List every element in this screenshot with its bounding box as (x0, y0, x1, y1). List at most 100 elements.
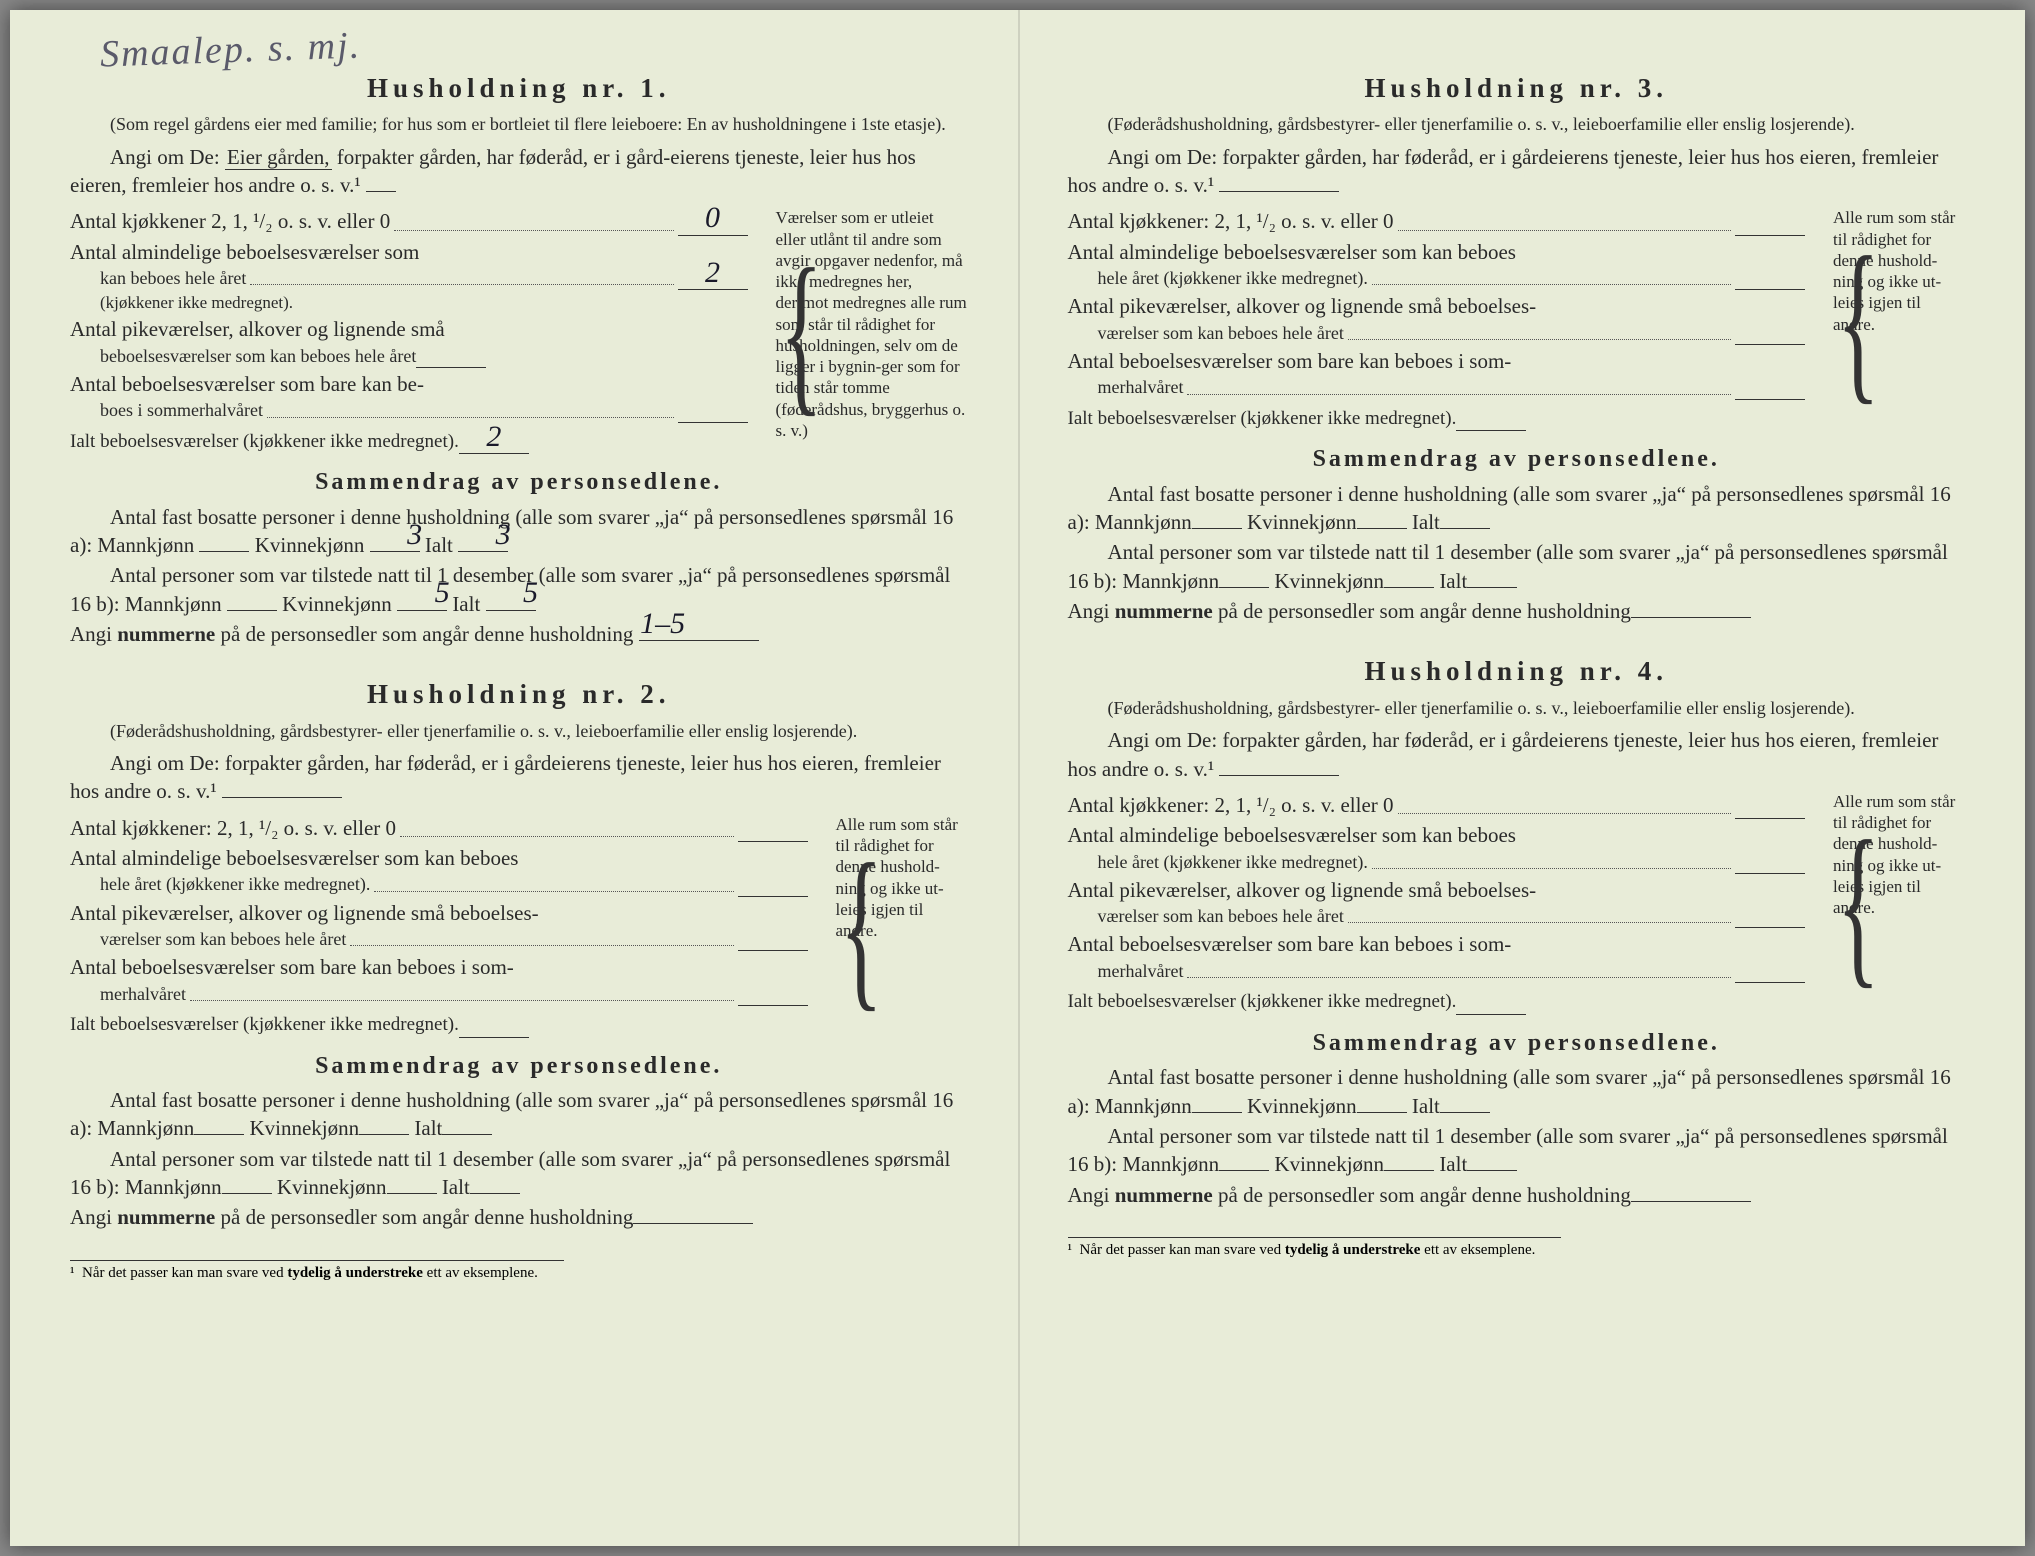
summary-4-line3: Angi nummerne på de personsedler som ang… (1068, 1181, 1966, 1209)
s2-kv: Kvinnekjønn (1274, 1152, 1384, 1176)
r3a: Antal beboelsesværelser som bare kan be- (70, 370, 748, 398)
kitchens-row: Antal kjøkkener: 2, 1, ¹/₂ o. s. v. elle… (1068, 207, 1806, 235)
r1-row: hele året (kjøkkener ikke medregnet). (70, 872, 808, 896)
s1-kv: Kvinnekjønn (1247, 510, 1357, 534)
r2-row: beboelsesværelser som kan beboes hele år… (70, 344, 748, 368)
household-4-rooms: Antal kjøkkener: 2, 1, ¹/₂ o. s. v. elle… (1068, 791, 1966, 1017)
r1a: Antal almindelige beboelsesværelser som (70, 238, 748, 266)
brace-icon (1815, 207, 1829, 433)
summary-2-line3: Angi nummerne på de personsedler som ang… (70, 1203, 968, 1231)
fill (633, 1203, 753, 1224)
hw-s1kv: 3 (367, 515, 422, 556)
r2b: værelser som kan beboes hele året (70, 927, 346, 951)
total-label: Ialt beboelsesværelser (kjøkkener ikke m… (1068, 406, 1457, 432)
kitchens-label: Antal kjøkkener 2, 1, ¹/₂ o. s. v. eller… (70, 207, 390, 235)
footnote-text: ¹ Når det passer kan man svare ved tydel… (1068, 1242, 1536, 1258)
side-note-4: Alle rum som står til rådighet for denne… (1815, 791, 1965, 1017)
summary-title-3: Sammendrag av personsedlene. (1068, 443, 1966, 475)
s1-ialt: Ialt (1412, 1094, 1440, 1118)
fill (1357, 1092, 1407, 1113)
r1b: hele året (kjøkkener ikke medregnet). (1068, 850, 1368, 874)
fill (1735, 268, 1805, 290)
fill (1384, 567, 1434, 588)
s1-kv: Kvinnekjønn (255, 533, 365, 557)
dots (1187, 394, 1731, 395)
s3-fill: 1–5 (639, 620, 759, 641)
s3-text: Angi nummerne på de personsedler som ang… (1068, 1183, 1631, 1207)
rooms-left: Antal kjøkkener: 2, 1, ¹/₂ o. s. v. elle… (70, 814, 808, 1040)
summary-2-line1: Antal fast bosatte personer i denne hush… (70, 1086, 968, 1143)
r1a: Antal almindelige beboelsesværelser som … (1068, 821, 1806, 849)
fill (1735, 852, 1805, 874)
household-2-subtitle: (Føderådshusholdning, gårdsbestyrer- ell… (70, 719, 968, 743)
dots (400, 836, 733, 837)
brace-icon (1815, 791, 1829, 1017)
r1a: Antal almindelige beboelsesværelser som … (70, 844, 808, 872)
household-1-title: Husholdning nr. 1. (70, 70, 968, 106)
r1-row: hele året (kjøkkener ikke medregnet). (1068, 850, 1806, 874)
fill (442, 1114, 492, 1135)
fill (1219, 1150, 1269, 1171)
hw-s2ialt: 5 (483, 573, 538, 614)
fill (1456, 993, 1526, 1015)
fill (1384, 1150, 1434, 1171)
r3-row: merhalvåret (1068, 375, 1806, 399)
footnote-text: ¹ Når det passer kan man svare ved tydel… (70, 1265, 538, 1281)
s1-ialt: Ialt (425, 533, 453, 557)
r1a: Antal almindelige beboelsesværelser som … (1068, 238, 1806, 266)
fill (738, 929, 808, 951)
kitchens-row: Antal kjøkkener: 2, 1, ¹/₂ o. s. v. elle… (70, 814, 808, 842)
kitchens-row: Antal kjøkkener: 2, 1, ¹/₂ o. s. v. elle… (1068, 791, 1806, 819)
side-note-1: Værelser som er utleiet eller utlånt til… (758, 207, 968, 456)
angi-fill (366, 171, 396, 192)
hw-r1: 2 (705, 253, 720, 294)
fill (1440, 508, 1490, 529)
total-row: Ialt beboelsesværelser (kjøkkener ikke m… (70, 1012, 808, 1038)
r1b: hele året (kjøkkener ikke medregnet). (1068, 266, 1368, 290)
left-page: Smaalep. s. mj. Husholdning nr. 1. (Som … (10, 10, 1018, 1546)
angi-prefix: Angi om De: (110, 145, 220, 169)
s2-mk-fill (227, 590, 277, 611)
hw-s3: 1–5 (640, 604, 685, 645)
fill (1219, 567, 1269, 588)
r2a: Antal pikeværelser, alkover og lignende … (70, 315, 748, 343)
r3a: Antal beboelsesværelser som bare kan beb… (70, 953, 808, 981)
summary-3-line2: Antal personer som var tilstede natt til… (1068, 538, 1966, 595)
household-4-angi: Angi om De: forpakter gården, har føderå… (1068, 726, 1966, 783)
r3-row: merhalvåret (1068, 959, 1806, 983)
fill (1735, 323, 1805, 345)
rooms-left: Antal kjøkkener 2, 1, ¹/₂ o. s. v. eller… (70, 207, 748, 456)
s2-ialt: Ialt (452, 592, 480, 616)
dots (1187, 977, 1731, 978)
fill (1631, 597, 1751, 618)
footnote-left: ¹ Når det passer kan man svare ved tydel… (70, 1260, 564, 1282)
kitchens-value: 0 (678, 214, 748, 236)
dots (1372, 868, 1731, 869)
total-row: Ialt beboelsesværelser (kjøkkener ikke m… (1068, 406, 1806, 432)
household-1: Husholdning nr. 1. (Som regel gårdens ei… (70, 70, 968, 648)
fill (738, 820, 808, 842)
household-4-title: Husholdning nr. 4. (1068, 653, 1966, 689)
angi-fill (222, 777, 342, 798)
dots (1348, 339, 1731, 340)
dots (1348, 922, 1731, 923)
fill (1735, 797, 1805, 819)
fill (738, 984, 808, 1006)
fill (470, 1173, 520, 1194)
household-2: Husholdning nr. 2. (Føderådshusholdning,… (70, 676, 968, 1231)
household-1-subtitle: (Som regel gårdens eier med familie; for… (70, 112, 968, 136)
angi-prefix: Angi om De: (110, 751, 220, 775)
s2-ialt-fill: 5 (486, 590, 536, 611)
fill (387, 1173, 437, 1194)
footnote-right: ¹ Når det passer kan man svare ved tydel… (1068, 1237, 1562, 1259)
s2-ialt: Ialt (442, 1175, 470, 1199)
total-value: 2 (459, 432, 529, 454)
summary-1-line2: Antal personer som var tilstede natt til… (70, 561, 968, 618)
s3-text: Angi nummerne på de personsedler som ang… (70, 622, 633, 646)
summary-3-line3: Angi nummerne på de personsedler som ang… (1068, 597, 1966, 625)
household-1-angi: Angi om De: Eier gården, forpakter gårde… (70, 143, 968, 200)
s1-mk-fill (199, 531, 249, 552)
fill (1357, 508, 1407, 529)
angi-prefix: Angi om De: (1108, 145, 1218, 169)
household-3-subtitle: (Føderådshusholdning, gårdsbestyrer- ell… (1068, 112, 1966, 136)
